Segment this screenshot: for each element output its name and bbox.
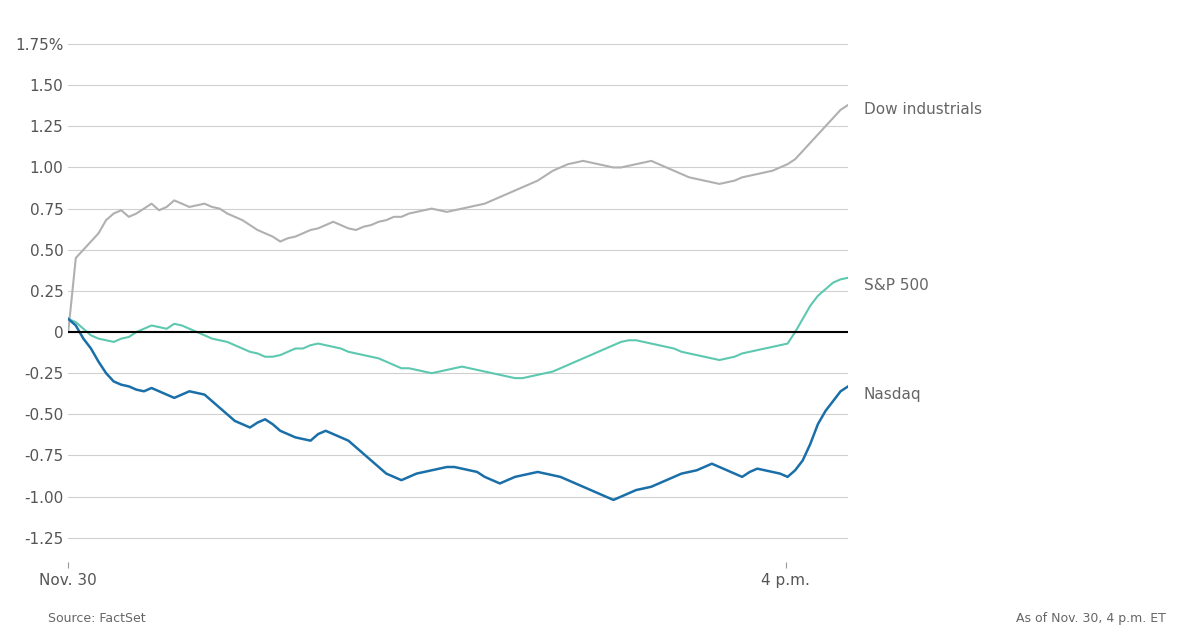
Text: Dow industrials: Dow industrials (864, 102, 982, 117)
Text: Nasdaq: Nasdaq (864, 387, 921, 402)
Text: As of Nov. 30, 4 p.m. ET: As of Nov. 30, 4 p.m. ET (1016, 612, 1166, 625)
Text: S&P 500: S&P 500 (864, 278, 928, 293)
Text: Source: FactSet: Source: FactSet (48, 612, 145, 625)
